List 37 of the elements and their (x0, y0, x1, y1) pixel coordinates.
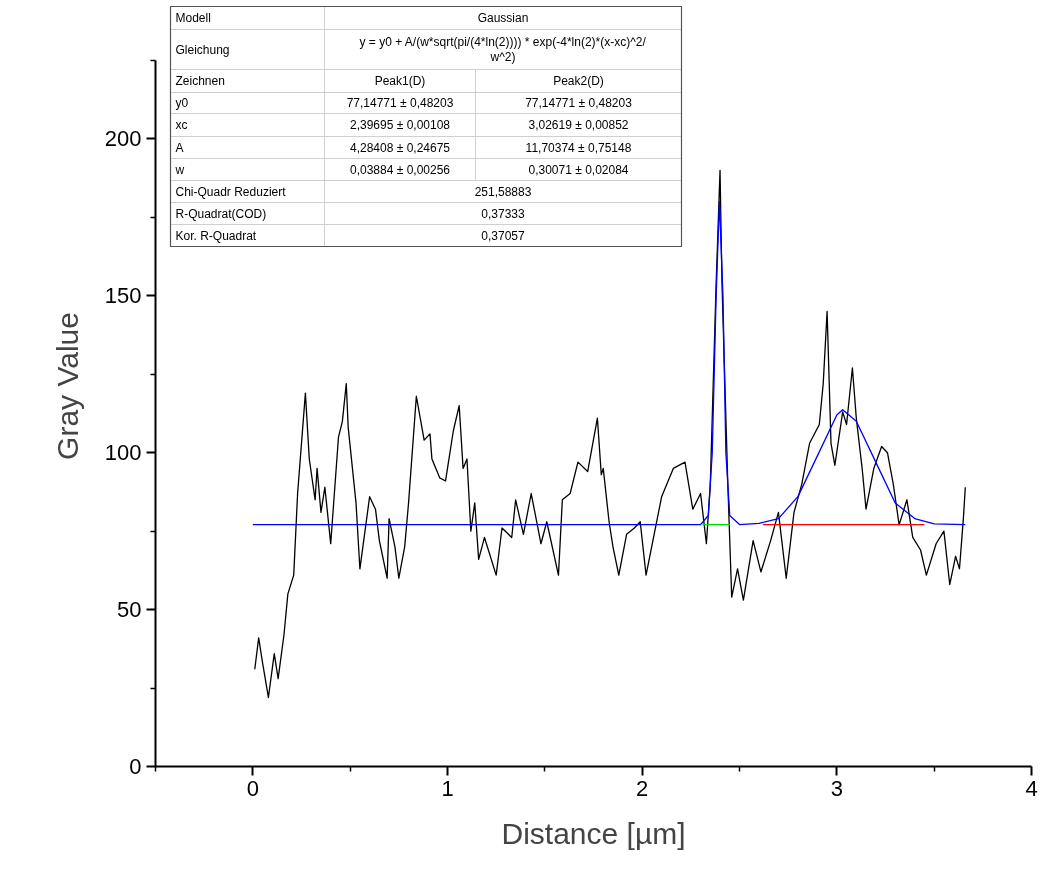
annotation: 0,03884 ± 0,00256 (350, 162, 451, 177)
annotation: xc (175, 118, 188, 132)
y-tick-label: 50 (117, 597, 142, 623)
annotation: 3,02619 ± 0,00852 (528, 118, 629, 132)
text: Gaussian (477, 11, 529, 25)
annotation: 251,58883 (474, 185, 532, 199)
annotation: Chi-Quadr Reduziert (175, 184, 287, 199)
annotation: 0,37333 (481, 207, 526, 221)
x-tick-label: 4 (1025, 775, 1038, 801)
annotation: 11,70374 ± 0,75148 (525, 140, 632, 155)
y-tick-label: 0 (129, 754, 142, 779)
annotation: 0,30071 ± 0,02084 (528, 162, 629, 177)
x-axis-title: Distance [µm] (501, 816, 686, 850)
text: Gleichung (175, 42, 230, 57)
text: Modell (175, 11, 211, 25)
annotation: Zeichnen (175, 74, 225, 88)
x-tick-label: 0 (246, 775, 259, 801)
annotation: Kor. R-Quadrat (175, 228, 257, 243)
x-tick-label: 3 (830, 775, 843, 801)
annotation: w (174, 162, 185, 177)
x-tick-label: 1 (441, 775, 454, 801)
y-axis-title: Gray Value (50, 312, 84, 460)
annotation: A (175, 140, 184, 155)
x-tick-label: 2 (636, 775, 649, 801)
annotation: Peak2(D) (553, 74, 604, 88)
annotation: Peak1(D) (374, 74, 426, 88)
annotation: y = y0 + A/(w*sqrt(pi/(4*ln(2)))) * exp(-4*ln(2)*(x-xc)^2/ w^2) (359, 34, 647, 65)
y-tick-label: 150 (104, 283, 142, 309)
y-tick-label: 200 (104, 126, 142, 152)
annotation: 77,14771 ± 0,48203 (346, 96, 454, 110)
annotation: R-Quadrat(COD) (175, 206, 267, 221)
y-tick-label: 100 (104, 440, 142, 466)
annotation: 77,14771 ± 0,48203 (525, 96, 633, 110)
annotation: y0 (175, 96, 189, 110)
annotation: 4,28408 ± 0,24675 (350, 140, 451, 155)
annotation: 0,37057 (481, 229, 526, 243)
annotation: 2,39695 ± 0,00108 (350, 118, 451, 132)
